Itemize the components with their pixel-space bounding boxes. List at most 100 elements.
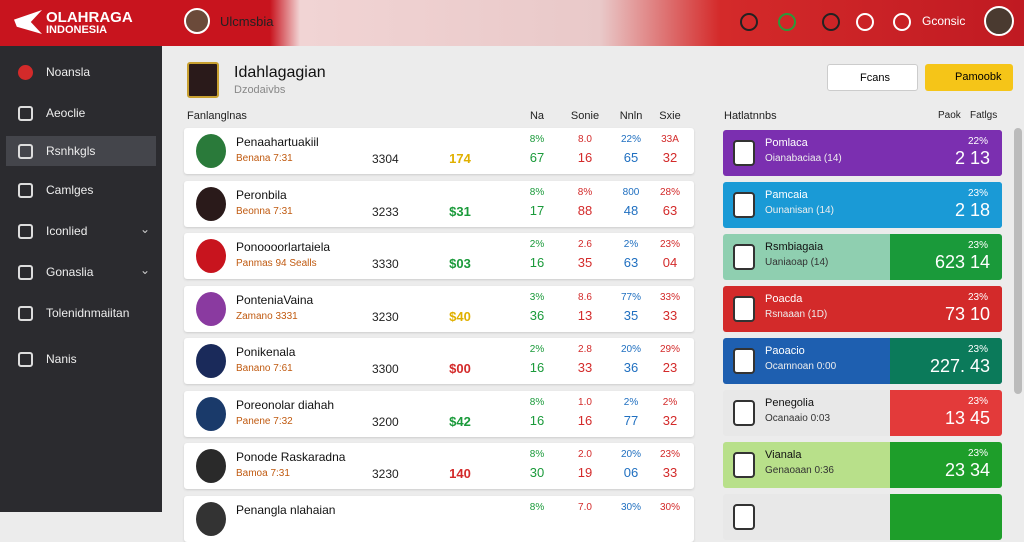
team-logo	[196, 396, 226, 431]
table-row[interactable]: PonteniaVaina Zamano 3331 3230 $40 3% 36 8.6 13…	[184, 285, 694, 332]
row-stat: 33A	[661, 134, 679, 145]
row-stat: 36	[529, 307, 545, 323]
row-money: $42	[449, 413, 471, 429]
filter-button[interactable]: Fcans	[827, 64, 918, 91]
sidebar-item[interactable]: Gonaslia ⌄	[6, 257, 156, 287]
card-logo	[733, 452, 755, 478]
sidebar-icon	[18, 306, 33, 321]
table-row[interactable]: Ponikenala Banano 7:61 3300 $00 2% 16 2.8 33 20%…	[184, 338, 694, 384]
team-sub: Bamoa 7:31	[236, 468, 290, 479]
header-icon[interactable]	[893, 13, 911, 31]
page-subtitle: Dzodaivbs	[234, 84, 286, 96]
score-card[interactable]: Paoacio Ocamnoan 0:00 23% 227. 43	[723, 338, 1002, 384]
score-card[interactable]	[723, 494, 1002, 540]
card-logo	[733, 348, 755, 374]
row-stat: 77%	[620, 291, 641, 303]
row-stat: 20%	[620, 344, 641, 355]
row-stat: 48	[623, 202, 639, 218]
card-logo	[733, 244, 755, 270]
row-number: 3230	[372, 467, 399, 481]
score-card[interactable]: Poacda Rsnaaan (1D) 23% 73 10	[723, 286, 1002, 332]
user-name[interactable]: Gconsic	[922, 14, 966, 28]
avatar	[184, 8, 210, 34]
card-logo	[733, 192, 755, 218]
row-stat: 67	[529, 150, 545, 165]
card-sub: Ocamnoan 0:00	[765, 361, 837, 372]
table-row[interactable]: Ponode Raskaradna Bamoa 7:31 3230 140 8% 30 2.…	[184, 443, 694, 489]
sidebar-item[interactable]: Noansla	[6, 57, 156, 87]
sidebar-item[interactable]: Iconlied ⌄	[6, 216, 156, 246]
row-stat: 04	[662, 255, 678, 270]
sidebar-item[interactable]: Camlges	[6, 175, 156, 205]
sidebar-item[interactable]: Tolenidnmaiitan	[6, 298, 156, 328]
row-stat: 8.0	[578, 134, 592, 145]
team-logo	[196, 501, 226, 536]
card-right	[890, 390, 1002, 436]
row-number: 3200	[372, 414, 399, 429]
user-avatar[interactable]	[984, 6, 1014, 36]
table-row[interactable]: Penaahartuakiil Benana 7:31 3304 174 8% 67 8.0…	[184, 128, 694, 174]
row-stat: 7.0	[578, 501, 592, 513]
panel-title: Hatlatnnbs	[724, 110, 777, 122]
row-stat: 2.0	[578, 449, 592, 460]
tab-label[interactable]: Ulcmsbia	[220, 14, 274, 29]
sidebar-icon	[18, 183, 33, 198]
score-card[interactable]: Pomlaca Oianabaciaa (14) 22% 2 13	[723, 130, 1002, 176]
sidebar-icon	[18, 106, 33, 121]
score-card[interactable]: Vianala Genaoaan 0:36 23% 23 34	[723, 442, 1002, 488]
header-icon[interactable]	[856, 13, 874, 31]
team-sub: Benana 7:31	[236, 153, 293, 164]
team-name: Ponode Raskaradna	[236, 450, 346, 464]
table-row[interactable]: Poreonolar diahah Panene 7:32 3200 $42 8% 16 1…	[184, 390, 694, 437]
card-name: Paoacio	[765, 345, 805, 357]
header-icon[interactable]	[822, 13, 840, 31]
card-top: 23%	[967, 292, 988, 303]
sidebar-item[interactable]: Rsnhkgls	[6, 136, 156, 166]
row-stat: 35	[623, 307, 639, 323]
row-stat: 2%	[662, 396, 678, 408]
table-row[interactable]: Ponoooorlartaiela Panmas 94 Sealls 3330 $03…	[184, 233, 694, 279]
team-sub: Beonna 7:31	[236, 205, 293, 217]
column-header: Sxie	[659, 110, 681, 122]
row-stat: 2%	[623, 239, 639, 250]
header-icon[interactable]	[778, 13, 796, 31]
team-sub: Banano 7:61	[236, 363, 293, 374]
scrollbar[interactable]	[1014, 128, 1022, 394]
chevron: ⌄	[140, 263, 151, 277]
sidebar-label: Nanis	[46, 352, 77, 366]
sidebar-item[interactable]: Nanis	[6, 344, 156, 374]
sidebar-label: Gonaslia	[46, 265, 94, 279]
column-header: Na	[529, 110, 545, 122]
team-name: Poreonolar diahah	[236, 397, 335, 412]
card-logo	[733, 140, 755, 166]
card-top: 23%	[967, 240, 988, 251]
card-name: Pamcaia	[765, 189, 808, 201]
row-stat: 65	[623, 150, 639, 165]
page-title: Idahlagagian	[234, 64, 326, 81]
panel-col: Fatlgs	[970, 110, 998, 121]
card-logo	[733, 296, 755, 322]
score-card[interactable]: Rsmbiagaia Uaniaoap (14) 23% 623 14	[723, 234, 1002, 280]
header-icon[interactable]	[740, 13, 758, 31]
row-stat: 33	[662, 307, 678, 323]
row-stat: 1.0	[578, 396, 592, 408]
score-card[interactable]: Pamcaia Ounanisan (14) 23% 2 18	[723, 182, 1002, 228]
logo-text: OLAHRAGA	[46, 9, 133, 26]
sidebar-item[interactable]: Aeoclie	[6, 98, 156, 128]
card-top: 23%	[967, 344, 988, 355]
score-card[interactable]: Penegolia Ocanaaio 0:03 23% 13 45	[723, 390, 1002, 436]
sidebar-label: Iconlied	[46, 224, 88, 238]
team-sub: Zamano 3331	[236, 310, 298, 322]
row-stat: 32	[662, 150, 678, 165]
card-name: Pomlaca	[765, 137, 808, 149]
sidebar-label: Noansla	[46, 65, 91, 79]
card-value: 2 18	[954, 200, 990, 220]
table-row[interactable]: Peronbila Beonna 7:31 3233 $31 8% 17 8% 88 800 48…	[184, 180, 694, 227]
table-row[interactable]: Penangla nlahaian 8% 7.0 30% 30%	[184, 495, 694, 542]
team-sub: Panene 7:32	[236, 415, 293, 427]
row-stat: 2%	[529, 344, 545, 355]
action-button[interactable]: Pamoobk	[925, 64, 1013, 91]
row-number: 3300	[372, 362, 399, 376]
card-top: 23%	[967, 188, 988, 199]
row-stat: 30%	[620, 501, 641, 513]
